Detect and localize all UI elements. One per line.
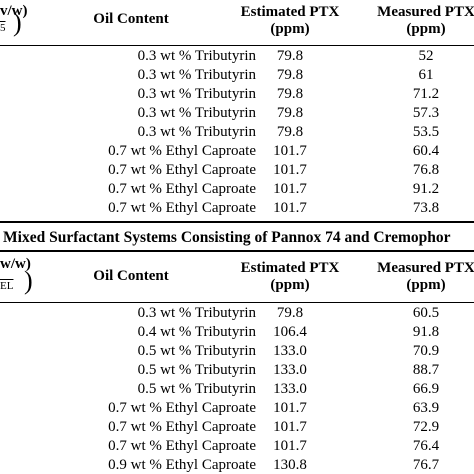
table-b-est-cell: 101.7 (273, 400, 307, 416)
table-b-est-cell: 101.7 (273, 419, 307, 435)
table-a-meas-cell: 57.3 (412, 105, 440, 121)
table-b-oil-cell: 0.7 wt % Ethyl Caproate (108, 400, 256, 416)
table-a-est-cell: 101.7 (273, 143, 307, 159)
stub-header-b: w/w) (0, 256, 31, 273)
measured-ptx-header-a-line2: (ppm) (406, 21, 446, 37)
estimated-ptx-header-b-line2: (ppm) (270, 277, 310, 293)
table-a-oil-cell: 0.7 wt % Ethyl Caproate (108, 181, 256, 197)
table-a-est-cell: 79.8 (276, 124, 304, 140)
table-a-oil-cell: 0.7 wt % Ethyl Caproate (108, 143, 256, 159)
table-a-est-cell: 101.7 (273, 200, 307, 216)
table-b-est-cell: 79.8 (276, 305, 304, 321)
table-b-est-cell: 106.4 (273, 324, 307, 340)
table-b-top-rule (0, 250, 474, 252)
table-a-oil-cell: 0.3 wt % Tributyrin (137, 67, 256, 83)
stub-header-b-sub: EL (0, 280, 13, 292)
table-a-oil-cell: 0.3 wt % Tributyrin (137, 86, 256, 102)
table-b-meas-cell: 70.9 (412, 343, 440, 359)
table-b-oil-cell: 0.5 wt % Tributyrin (137, 381, 256, 397)
table-b-meas-cell: 60.5 (412, 305, 440, 321)
header-rule-a (0, 45, 474, 46)
table-a-meas-cell: 52 (418, 48, 434, 64)
table-b-oil-cell: 0.3 wt % Tributyrin (137, 305, 256, 321)
stub-header-b-paren: ) (24, 266, 33, 295)
table-a-bottom-rule (0, 221, 474, 223)
stub-header-a-paren: ) (13, 8, 22, 37)
table-b-meas-cell: 91.8 (412, 324, 440, 340)
stub-header-a: v/w) (0, 3, 28, 20)
table-a-meas-cell: 60.4 (412, 143, 440, 159)
table-b-oil-cell: 0.5 wt % Tributyrin (137, 343, 256, 359)
measured-ptx-header-a: Measured PTX (ppm) (366, 4, 474, 38)
table-a-est-cell: 79.8 (276, 105, 304, 121)
table-a-est-cell: 79.8 (276, 86, 304, 102)
table-b-est-cell: 133.0 (273, 381, 307, 397)
estimated-ptx-header-b: Estimated PTX (ppm) (230, 260, 350, 294)
table-b-meas-cell: 66.9 (412, 381, 440, 397)
estimated-ptx-header-a-line1: Estimated PTX (240, 4, 340, 20)
measured-ptx-header-b-line2: (ppm) (406, 277, 446, 293)
stub-header-a-sub: 5 (0, 22, 6, 34)
estimated-ptx-header-a: Estimated PTX (ppm) (230, 4, 350, 38)
table-b-meas-cell: 76.7 (412, 457, 440, 473)
table-b-est-cell: 133.0 (273, 362, 307, 378)
estimated-ptx-header-a-line2: (ppm) (270, 21, 310, 37)
stub-header-a-sub-text: 5 (0, 22, 6, 34)
measured-ptx-header-b: Measured PTX (ppm) (366, 260, 474, 294)
table-a-oil-cell: 0.3 wt % Tributyrin (137, 124, 256, 140)
table-a-oil-cell: 0.3 wt % Tributyrin (137, 105, 256, 121)
table-a-oil-cell: 0.7 wt % Ethyl Caproate (108, 200, 256, 216)
stub-header-b-sub-text: EL (0, 280, 14, 292)
estimated-ptx-header-b-line1: Estimated PTX (240, 260, 340, 276)
table-a-meas-cell: 91.2 (412, 181, 440, 197)
oil-content-header-a: Oil Content (93, 11, 169, 27)
table-b-oil-cell: 0.9 wt % Ethyl Caproate (108, 457, 256, 473)
oil-content-header-b: Oil Content (93, 268, 169, 284)
table-a-meas-cell: 53.5 (412, 124, 440, 140)
table-b-est-cell: 130.8 (273, 457, 307, 473)
table-a-est-cell: 101.7 (273, 162, 307, 178)
table-b-meas-cell: 72.9 (412, 419, 440, 435)
table-a-est-cell: 79.8 (276, 67, 304, 83)
table-a-oil-cell: 0.3 wt % Tributyrin (137, 48, 256, 64)
table-a-est-cell: 101.7 (273, 181, 307, 197)
table-b-meas-cell: 63.9 (412, 400, 440, 416)
table-a-meas-cell: 73.8 (412, 200, 440, 216)
stub-header-a-label: v/w) (0, 3, 28, 19)
measured-ptx-header-a-line1: Measured PTX (377, 4, 474, 20)
table-b-oil-cell: 0.4 wt % Tributyrin (137, 324, 256, 340)
header-rule-b (0, 302, 474, 303)
table-b-meas-cell: 76.4 (412, 438, 440, 454)
table-a-oil-cell: 0.7 wt % Ethyl Caproate (108, 162, 256, 178)
table-a-meas-cell: 76.8 (412, 162, 440, 178)
section-b-title: ) Mixed Surfactant Systems Consisting of… (0, 229, 451, 246)
table-b-est-cell: 133.0 (273, 343, 307, 359)
table-b-meas-cell: 88.7 (412, 362, 440, 378)
measured-ptx-header-b-line1: Measured PTX (377, 260, 474, 276)
table-b-est-cell: 101.7 (273, 438, 307, 454)
table-b-oil-cell: 0.5 wt % Tributyrin (137, 362, 256, 378)
table-a-meas-cell: 71.2 (412, 86, 440, 102)
table-b-oil-cell: 0.7 wt % Ethyl Caproate (108, 438, 256, 454)
table-b-oil-cell: 0.7 wt % Ethyl Caproate (108, 419, 256, 435)
table-a-meas-cell: 61 (418, 67, 434, 83)
stub-header-b-label: w/w) (0, 256, 31, 272)
table-a-est-cell: 79.8 (276, 48, 304, 64)
